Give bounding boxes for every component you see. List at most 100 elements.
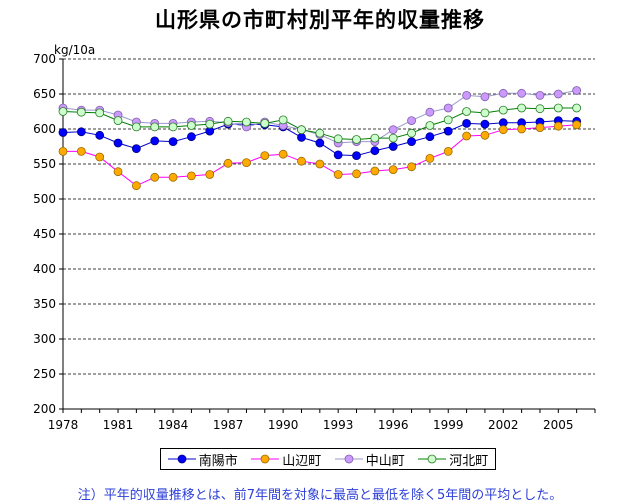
y-tick-label-500: 500 — [33, 192, 56, 206]
legend-marker-nakayama — [334, 454, 363, 464]
x-tick-label-1984: 1984 — [158, 418, 189, 432]
series-3-point-1995 — [370, 133, 380, 143]
y-tick-label-650: 650 — [33, 87, 56, 101]
series-0-point-1998 — [425, 132, 435, 142]
y-tick-label-550: 550 — [33, 157, 56, 171]
series-3-point-1993 — [333, 134, 343, 144]
series-3-point-1994 — [352, 135, 361, 144]
series-3-point-1990 — [278, 115, 288, 125]
series-0-point-1997 — [407, 137, 416, 147]
series-1-point-1990 — [278, 149, 288, 159]
series-1-point-2003 — [517, 124, 527, 134]
series-3-point-1996 — [388, 133, 398, 143]
series-2-point-2006 — [572, 86, 582, 95]
series-3-point-1980 — [95, 108, 105, 118]
x-tick-label-1981: 1981 — [103, 418, 134, 432]
x-tick-label-2005: 2005 — [543, 418, 574, 432]
series-3-point-1992 — [315, 128, 325, 138]
series-3-point-1987 — [223, 116, 233, 126]
series-3-point-2004 — [535, 104, 545, 114]
series-1-point-2000 — [462, 131, 471, 141]
x-tick-label-1996: 1996 — [378, 418, 409, 432]
legend-item-kahoku: 河北町 — [418, 450, 488, 469]
series-2-point-2003 — [517, 88, 527, 98]
series-2-point-2002 — [498, 88, 508, 98]
series-0-point-1995 — [370, 146, 380, 156]
legend-item-nakayama: 中山町 — [334, 450, 405, 469]
footnote: 注）平年的収量推移とは、前7年間を対象に最高と最低を除く5年間の平均とした。 — [77, 488, 563, 503]
series-1-point-1983 — [150, 172, 160, 182]
chart-title: 山形県の市町村別平年的収量推移 — [155, 8, 485, 32]
chart-legend: 南陽市 山辺町 中山町 河北町 — [160, 448, 496, 470]
series-0-point-2001 — [480, 119, 490, 129]
series-1-point-1982 — [131, 181, 141, 191]
series-1-point-1985 — [187, 171, 196, 181]
series-0-point-1993 — [333, 150, 343, 160]
series-3-point-1989 — [260, 119, 270, 128]
series-1-point-1979 — [76, 146, 86, 156]
y-tick-label-450: 450 — [33, 227, 56, 241]
series-0-point-1982 — [131, 144, 141, 154]
series-1-point-1995 — [370, 166, 380, 176]
series-3-point-1997 — [407, 128, 416, 138]
series-3-point-1978 — [58, 107, 68, 116]
series-1-point-1994 — [352, 169, 361, 179]
series-2-point-2001 — [480, 92, 490, 102]
series-1-point-1999 — [443, 146, 453, 156]
legend-label-nanyo: 南陽市 — [198, 453, 238, 469]
series-2-point-1998 — [425, 107, 435, 117]
legend-label-yamanobe: 山辺町 — [282, 453, 322, 469]
y-tick-label-600: 600 — [33, 122, 56, 136]
series-0-point-1992 — [315, 138, 325, 148]
series-3-point-1998 — [425, 121, 435, 130]
series-1-point-1984 — [168, 172, 178, 182]
x-tick-label-1993: 1993 — [323, 418, 354, 432]
series-1-point-1991 — [297, 156, 306, 166]
series-1-point-2001 — [480, 130, 490, 140]
series-3-point-2005 — [553, 103, 563, 113]
series-3-point-2001 — [480, 108, 490, 118]
series-0-point-1991 — [297, 132, 306, 142]
series-1-point-1988 — [242, 158, 251, 168]
y-tick-label-700: 700 — [33, 52, 56, 66]
series-2-point-1996 — [388, 125, 398, 135]
series-3-point-1991 — [297, 125, 306, 135]
y-tick-label-300: 300 — [33, 332, 56, 346]
series-1-point-1986 — [205, 170, 215, 179]
x-tick-label-1978: 1978 — [48, 418, 79, 432]
series-2-point-2004 — [535, 91, 545, 100]
series-0-point-1983 — [150, 136, 160, 146]
series-1-point-1987 — [223, 158, 233, 168]
series-3-point-2006 — [572, 103, 582, 113]
series-1-point-1992 — [315, 159, 325, 169]
legend-marker-nanyo — [167, 454, 196, 464]
series-0-point-1999 — [443, 126, 453, 136]
x-tick-label-1987: 1987 — [213, 418, 244, 432]
series-1-point-2004 — [535, 123, 545, 132]
series-1-point-2002 — [498, 125, 508, 135]
series-2-point-1997 — [407, 116, 416, 125]
x-tick-label-1990: 1990 — [268, 418, 299, 432]
legend-label-kahoku: 河北町 — [449, 453, 489, 469]
series-0-point-1978 — [58, 128, 68, 137]
series-3-point-1986 — [205, 119, 215, 129]
series-3-point-1981 — [113, 116, 123, 125]
series-0-point-1980 — [95, 130, 105, 140]
legend-item-nanyo: 南陽市 — [167, 450, 238, 469]
y-tick-label-400: 400 — [33, 262, 56, 276]
y-tick-label-250: 250 — [33, 367, 56, 381]
series-3-point-2002 — [498, 105, 508, 115]
series-3-point-1984 — [168, 122, 178, 132]
series-0-point-1996 — [388, 142, 398, 151]
x-tick-label-2002: 2002 — [488, 418, 519, 432]
series-1-point-1997 — [407, 162, 416, 172]
legend-marker-yamanobe — [251, 454, 280, 464]
series-0-point-1984 — [168, 137, 178, 147]
series-1-point-1980 — [95, 152, 105, 162]
series-0-point-1979 — [76, 127, 86, 137]
legend-label-nakayama: 中山町 — [365, 453, 405, 469]
series-1-point-1989 — [260, 151, 270, 161]
y-axis-unit-label: kg/10a — [54, 43, 96, 57]
series-0-point-1985 — [187, 132, 196, 142]
